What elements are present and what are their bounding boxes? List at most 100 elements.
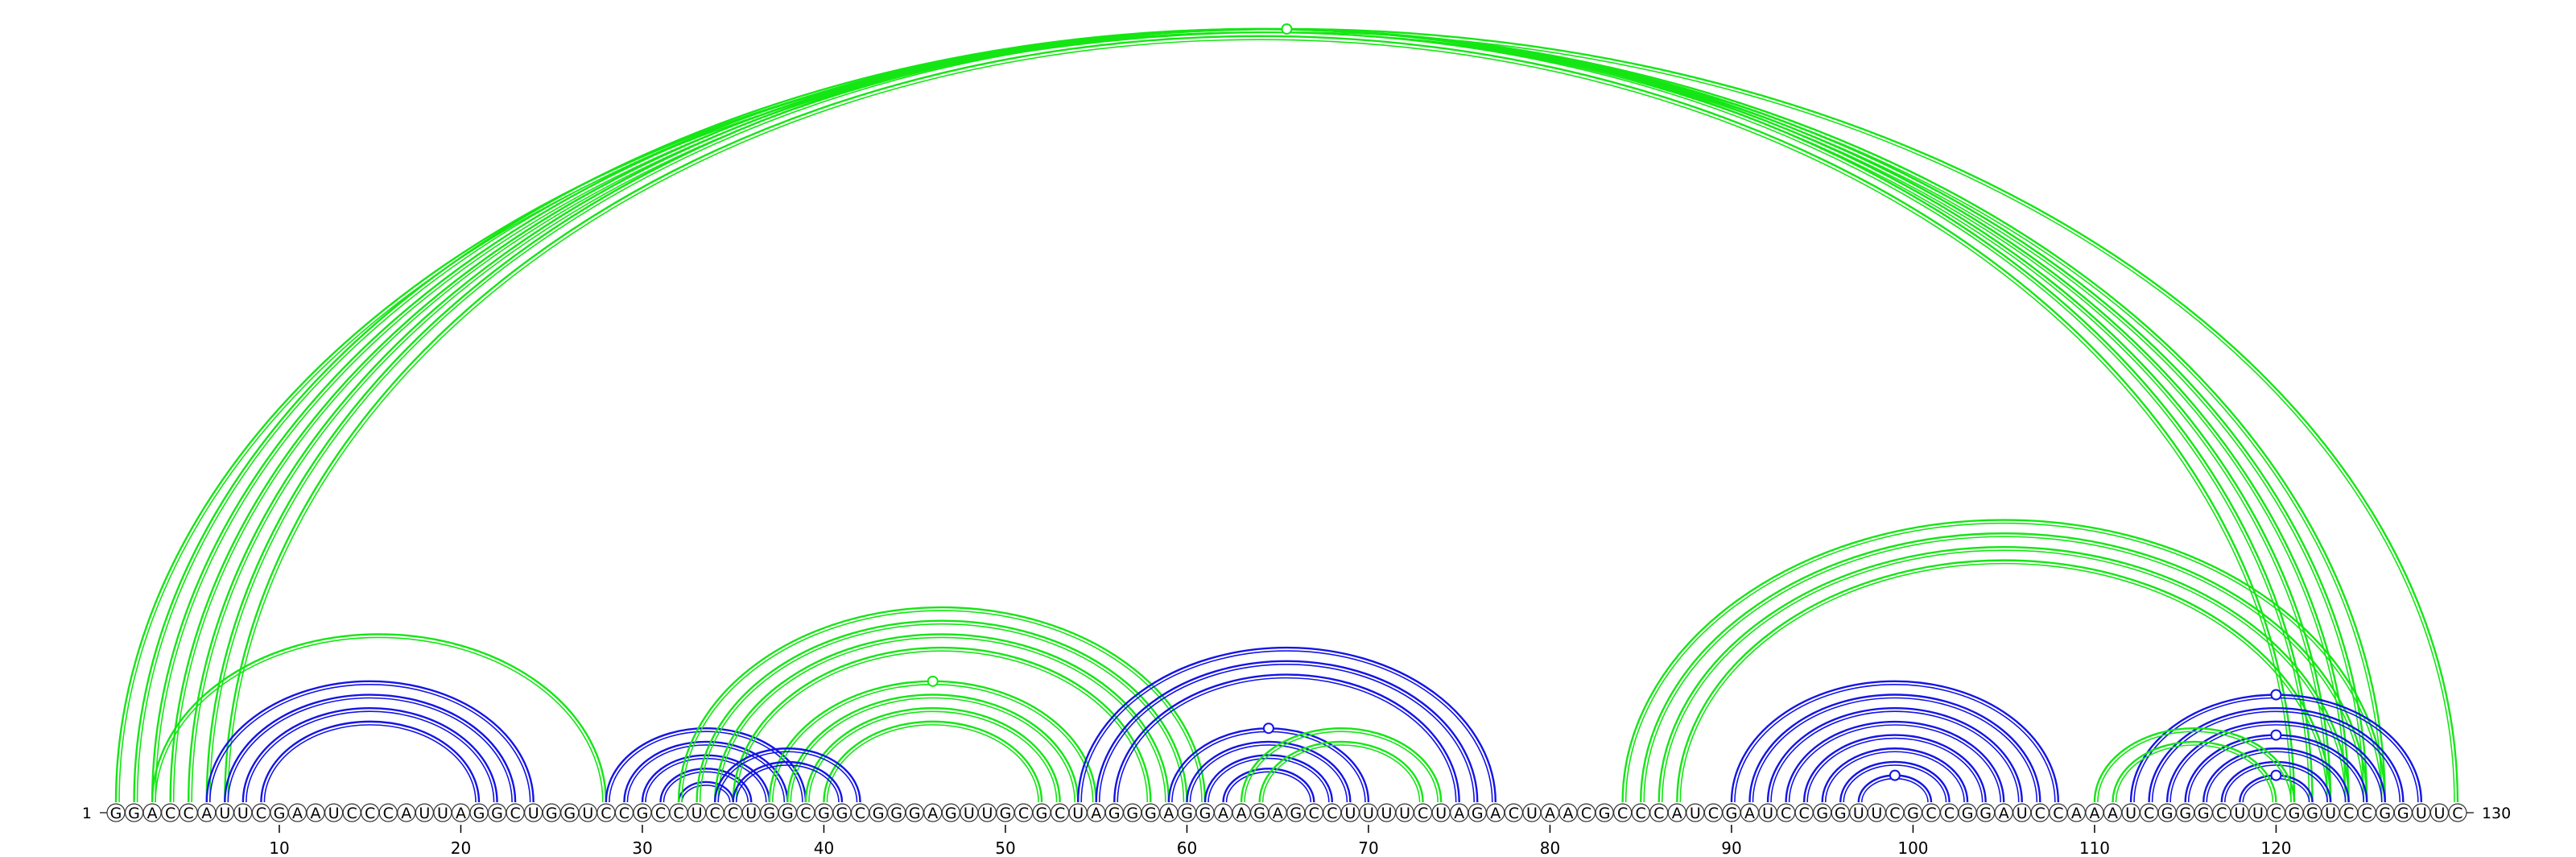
- nucleotide-letter-31: C: [655, 805, 666, 822]
- pair-arc-inner-63-74: [1244, 731, 1439, 803]
- pair-arc-90-108: [1730, 680, 2060, 803]
- tick-label-10: 10: [269, 838, 289, 857]
- arc-marker-1-130: [1281, 23, 1293, 35]
- pair-arc-inner-91-107: [1752, 697, 2038, 803]
- nucleotide-letter-117: C: [2216, 805, 2227, 822]
- nucleotide-letter-57: G: [1126, 805, 1138, 822]
- nucleotide-letter-125: C: [2362, 805, 2372, 822]
- nucleotide-letter-73: C: [1418, 805, 1428, 822]
- nucleotide-letter-102: C: [1944, 805, 1955, 822]
- nucleotide-letter-85: C: [1636, 805, 1646, 822]
- nucleotide-letter-34: C: [710, 805, 720, 822]
- pair-arc-inner-92-106: [1770, 710, 2020, 803]
- nucleotide-letter-59: A: [1163, 805, 1174, 822]
- nucleotide-letter-94: C: [1799, 805, 1810, 822]
- nucleotide-letter-127: G: [2397, 805, 2409, 822]
- tick-label-90: 90: [1721, 838, 1741, 857]
- nucleotide-letter-65: A: [1273, 805, 1283, 822]
- pair-arc-6-24: [205, 680, 535, 803]
- pair-arc-92-106: [1766, 706, 2023, 803]
- pair-arc-inner-40-52: [826, 724, 1039, 803]
- nucleotide-letter-40: G: [818, 805, 830, 822]
- pair-arc-117-123: [2220, 760, 2332, 803]
- nucleotide-letter-89: C: [1708, 805, 1719, 822]
- nucleotide-letter-32: C: [673, 805, 683, 822]
- pair-arc-56-75: [1113, 673, 1460, 803]
- nucleotide-letter-114: G: [2161, 805, 2174, 822]
- nucleotide-letter-1: G: [110, 805, 122, 822]
- pair-arc-84-126: [1621, 519, 2386, 803]
- nucleotide-letter-26: G: [564, 805, 576, 822]
- nucleotide-letter-76: G: [1472, 805, 1484, 822]
- pair-arc-inner-116-124: [2206, 751, 2347, 803]
- pair-arc-114-126: [2165, 720, 2386, 803]
- nucleotide-letter-15: C: [365, 805, 375, 822]
- arc-marker-112-128: [2270, 689, 2282, 701]
- pair-arc-inner-110-121: [2097, 731, 2292, 803]
- nucleotide-letter-110: A: [2089, 805, 2099, 822]
- nucleotide-letter-61: G: [1199, 805, 1212, 822]
- nucleotide-letter-66: G: [1290, 805, 1302, 822]
- pair-arc-95-103: [1821, 747, 1969, 803]
- pair-arc-59-70: [1167, 727, 1370, 803]
- pair-arc-inner-9-21: [263, 724, 477, 803]
- pair-arc-113-127: [2148, 706, 2405, 803]
- pair-arc-inner-60-69: [1189, 744, 1348, 803]
- nucleotide-letter-128: U: [2416, 805, 2427, 822]
- nucleotide-letter-106: U: [2017, 805, 2028, 822]
- nucleotide-letter-104: G: [1979, 805, 1992, 822]
- nucleotide-letter-79: U: [1526, 805, 1538, 822]
- pair-arc-91-107: [1748, 693, 2041, 803]
- pair-arc-inner-93-105: [1788, 724, 2001, 803]
- nucleotide-letter-91: A: [1744, 805, 1755, 822]
- pair-arc-inner-61-68: [1208, 757, 1330, 803]
- nucleotide-circle-130: [2448, 803, 2467, 822]
- nucleotide-letter-111: A: [2107, 805, 2118, 822]
- nucleotide-letter-107: C: [2035, 805, 2046, 822]
- tick-label-80: 80: [1540, 838, 1560, 857]
- tick-label-40: 40: [814, 838, 834, 857]
- pair-arc-inner-111-120: [2115, 744, 2274, 803]
- nucleotide-letter-10: G: [274, 805, 286, 822]
- tick-label-120: 120: [2260, 838, 2291, 857]
- pair-arc-4-124: [169, 27, 2350, 803]
- nucleotide-letter-50: G: [1000, 805, 1012, 822]
- pair-arc-inner-113-127: [2151, 710, 2401, 803]
- nucleotide-letter-17: A: [401, 805, 411, 822]
- nucleotide-letter-81: A: [1563, 805, 1574, 822]
- pair-arc-38-54: [786, 693, 1080, 803]
- nucleotide-letter-22: G: [491, 805, 503, 822]
- nucleotide-letter-20: A: [456, 805, 466, 822]
- nucleotide-letter-80: A: [1545, 805, 1555, 822]
- nucleotide-letter-19: U: [437, 805, 448, 822]
- nucleotide-letter-98: U: [1871, 805, 1882, 822]
- pair-arc-2-126: [133, 27, 2386, 803]
- pair-arc-inner-3-125: [155, 31, 2364, 803]
- nucleotide-letter-122: G: [2306, 805, 2318, 822]
- nucleotide-letter-16: C: [383, 805, 394, 822]
- arcs-layer: [114, 27, 2459, 803]
- pair-arc-6-122: [205, 27, 2314, 803]
- nucleotide-letter-100: G: [1907, 805, 1919, 822]
- nucleotide-letter-90: G: [1726, 805, 1738, 822]
- arc-marker-118-122: [2270, 769, 2282, 781]
- nucleotide-letter-105: A: [1999, 805, 2009, 822]
- nucleotide-letter-113: C: [2144, 805, 2154, 822]
- arc-marker-115-125: [2270, 729, 2282, 741]
- pair-arc-111-120: [2112, 740, 2277, 803]
- nucleotide-letter-51: C: [1018, 805, 1029, 822]
- nucleotide-letter-87: A: [1672, 805, 1682, 822]
- pair-arc-inner-34-42: [717, 751, 858, 803]
- nucleotide-letter-121: G: [2289, 805, 2301, 822]
- pair-arc-inner-95-103: [1824, 751, 1965, 803]
- nucleotide-letter-74: U: [1435, 805, 1447, 822]
- nucleotide-letter-45: G: [909, 805, 921, 822]
- nucleotide-letter-14: C: [347, 805, 357, 822]
- pair-arc-85-125: [1640, 532, 2368, 803]
- nucleotide-letter-33: U: [691, 805, 703, 822]
- pair-arc-inner-7-23: [227, 697, 513, 803]
- nucleotide-letter-112: U: [2125, 805, 2136, 822]
- nucleotide-letter-130: C: [2452, 805, 2462, 822]
- nucleotide-letter-71: U: [1381, 805, 1393, 822]
- nucleotide-letter-46: A: [927, 805, 938, 822]
